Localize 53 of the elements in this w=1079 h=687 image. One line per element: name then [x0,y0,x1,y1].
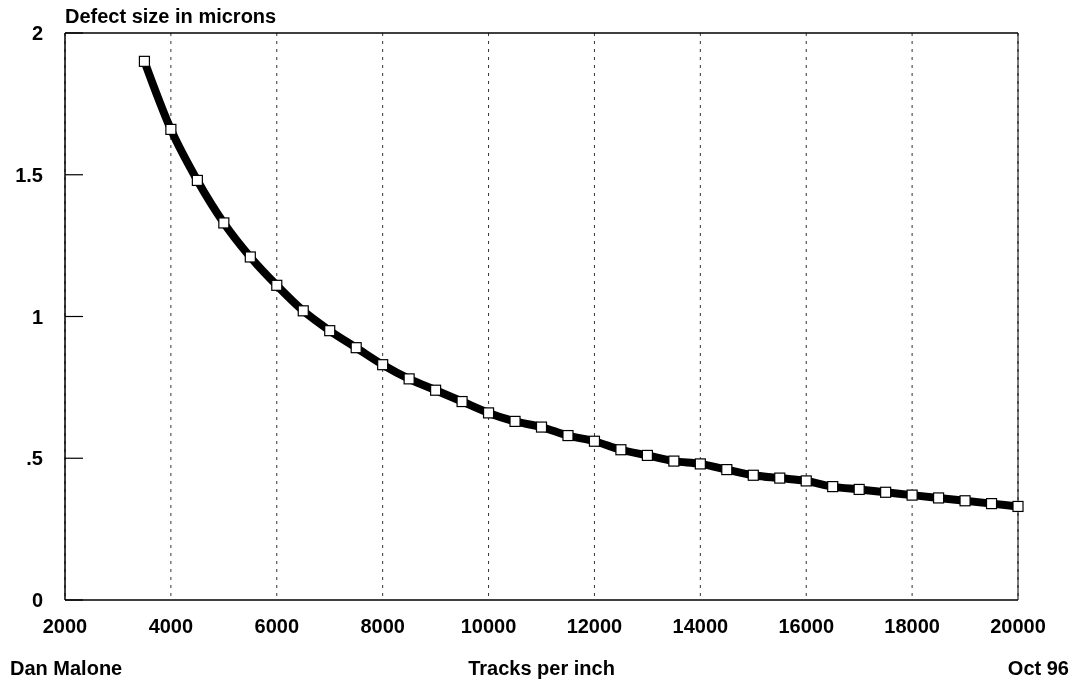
x-axis-title: Tracks per inch [468,657,615,679]
x-tick-label: 4000 [148,615,194,637]
x-tick-label: 16000 [778,615,835,637]
point [800,475,812,487]
point [138,55,151,67]
y-tick-label: 1 [31,305,43,328]
point [615,444,627,456]
point [509,415,521,427]
text: Dan Malone [10,657,123,679]
x-tick-label: 12000 [566,615,623,637]
point [165,123,177,135]
point [694,458,706,470]
point [668,455,680,467]
x-tick-label: 14000 [672,615,729,637]
point [641,449,653,462]
point [218,217,230,229]
point [906,489,918,501]
y-tick-label: 2 [31,22,43,44]
point [456,395,468,408]
point [297,305,309,317]
x-tick-label: 6000 [254,615,300,637]
point [562,429,574,442]
y-tick-label: 1.5 [15,163,43,186]
point [482,407,495,419]
text: Oct 96 [1007,657,1069,679]
x-tick-label: 8000 [360,615,405,637]
x-tick-label: 18000 [884,615,940,637]
point [880,486,892,498]
x-tick-label: 2000 [42,615,88,637]
point [377,359,389,371]
y-tick-label: 0 [31,589,43,611]
point [271,279,283,291]
point [244,251,256,263]
point [747,469,759,481]
point [721,463,733,476]
x-tick-label: 10000 [460,615,517,637]
point [403,373,415,385]
point [324,325,336,337]
point [430,384,442,396]
point [774,472,786,484]
point [350,342,362,354]
point [535,421,548,433]
y-axis-title: Defect size in microns [65,5,277,27]
point [985,498,998,510]
point [1012,500,1024,513]
x-tick-label: 20000 [990,615,1046,637]
point [827,481,839,493]
point [588,435,601,447]
point [191,174,203,187]
point [959,495,971,507]
point [853,483,865,496]
point [932,492,945,504]
y-tick-label: .5 [26,447,43,470]
